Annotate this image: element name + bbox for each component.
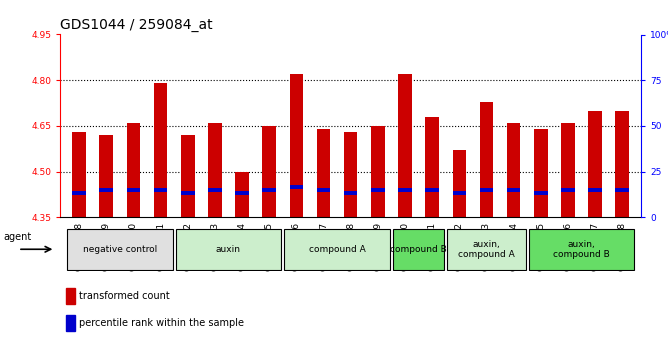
Bar [344,132,357,217]
FancyBboxPatch shape [284,229,390,270]
Bar [561,123,574,217]
Bar [100,135,113,217]
Bar [235,171,249,217]
Bar [127,188,140,192]
Text: percentile rank within the sample: percentile rank within the sample [79,318,244,328]
Bar [371,126,385,217]
Bar [398,188,411,192]
Text: compound B: compound B [390,245,447,254]
Bar [317,188,331,192]
Bar [589,111,602,217]
Bar [154,83,168,217]
Bar [452,191,466,195]
Text: auxin,
compound B: auxin, compound B [553,239,610,259]
FancyBboxPatch shape [176,229,281,270]
FancyBboxPatch shape [393,229,444,270]
Bar [615,111,629,217]
Bar [561,188,574,192]
Text: compound A: compound A [309,245,365,254]
Bar [615,188,629,192]
Text: negative control: negative control [83,245,157,254]
Bar [480,188,493,192]
Bar [100,188,113,192]
Bar [263,188,276,192]
Bar [181,135,194,217]
Text: agent: agent [3,232,31,242]
Text: auxin,
compound A: auxin, compound A [458,239,515,259]
Bar [317,129,331,217]
Bar [290,185,303,189]
Bar [507,188,520,192]
Text: transformed count: transformed count [79,291,170,301]
Bar [66,315,75,331]
Bar [72,191,86,195]
Bar [534,191,548,195]
Bar [66,288,75,304]
Bar [507,123,520,217]
Bar [426,188,439,192]
Bar [344,191,357,195]
Bar [480,101,493,217]
Text: auxin: auxin [216,245,241,254]
Bar [426,117,439,217]
Bar [290,74,303,217]
Bar [534,129,548,217]
Bar [208,123,222,217]
FancyBboxPatch shape [447,229,526,270]
Bar [127,123,140,217]
FancyBboxPatch shape [67,229,173,270]
Bar [371,188,385,192]
FancyBboxPatch shape [528,229,635,270]
Bar [235,191,249,195]
Bar [181,191,194,195]
Bar [72,132,86,217]
Bar [452,150,466,217]
Bar [208,188,222,192]
Bar [589,188,602,192]
Bar [398,74,411,217]
Bar [154,188,168,192]
Text: GDS1044 / 259084_at: GDS1044 / 259084_at [60,18,212,32]
Bar [263,126,276,217]
